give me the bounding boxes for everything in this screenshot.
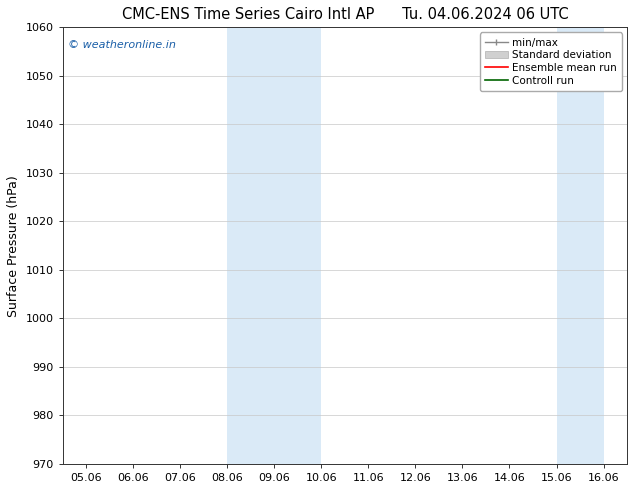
Bar (227, 27, 321, 464)
Y-axis label: Surface Pressure (hPa): Surface Pressure (hPa) (7, 175, 20, 317)
Bar (557, 27, 604, 464)
Text: © weatheronline.in: © weatheronline.in (68, 40, 176, 50)
Legend: min/max, Standard deviation, Ensemble mean run, Controll run: min/max, Standard deviation, Ensemble me… (479, 32, 622, 91)
Title: CMC-ENS Time Series Cairo Intl AP      Tu. 04.06.2024 06 UTC: CMC-ENS Time Series Cairo Intl AP Tu. 04… (122, 7, 568, 22)
